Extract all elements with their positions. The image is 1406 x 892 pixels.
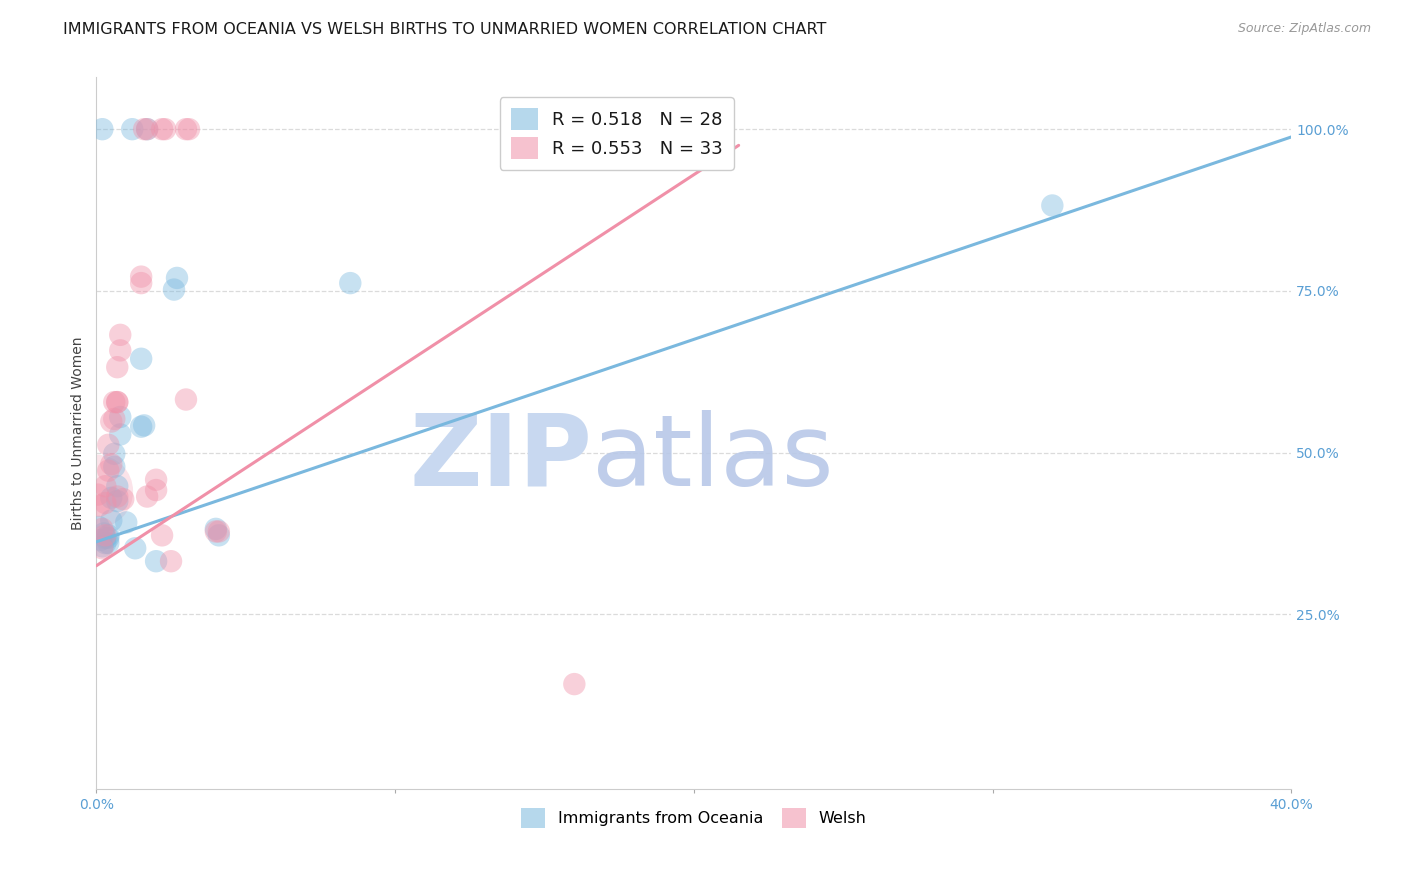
Point [100, 415, 122, 429]
Point [205, 522, 228, 536]
Point [124, 541, 146, 556]
Point [94, 528, 117, 542]
Point [145, 473, 167, 487]
Point [105, 494, 128, 508]
Legend: Immigrants from Oceania, Welsh: Immigrants from Oceania, Welsh [515, 802, 873, 834]
Point [205, 524, 228, 539]
Point [129, 276, 152, 290]
Point [112, 492, 135, 507]
Point [110, 427, 132, 442]
Point [115, 516, 138, 530]
Point [134, 122, 156, 136]
Point [94, 479, 117, 493]
Point [208, 528, 231, 542]
Point [110, 343, 132, 358]
Point [94, 531, 117, 545]
Point [136, 490, 159, 504]
Point [94, 536, 117, 550]
Point [87, 487, 110, 501]
Point [136, 122, 159, 136]
Point [100, 513, 122, 527]
Point [166, 271, 188, 285]
Point [163, 283, 186, 297]
Point [134, 418, 156, 433]
Point [129, 351, 152, 366]
Point [129, 419, 152, 434]
Point [103, 412, 125, 426]
Point [97, 464, 120, 478]
Point [129, 269, 152, 284]
Point [90, 533, 112, 547]
Point [145, 554, 167, 568]
Point [103, 459, 125, 474]
Point [97, 528, 120, 542]
Point [94, 496, 117, 510]
Point [87, 520, 110, 534]
Point [89, 499, 111, 513]
Text: IMMIGRANTS FROM OCEANIA VS WELSH BIRTHS TO UNMARRIED WOMEN CORRELATION CHART: IMMIGRANTS FROM OCEANIA VS WELSH BIRTHS … [63, 22, 827, 37]
Point [1040, 198, 1063, 212]
Point [91, 541, 114, 556]
Text: atlas: atlas [592, 409, 834, 507]
Point [91, 122, 114, 136]
Point [150, 122, 173, 136]
Point [174, 122, 197, 136]
Point [110, 327, 132, 342]
Point [91, 522, 114, 536]
Point [93, 526, 115, 541]
Text: ZIP: ZIP [409, 409, 592, 507]
Text: Source: ZipAtlas.com: Source: ZipAtlas.com [1237, 22, 1371, 36]
Point [105, 395, 128, 409]
Point [97, 531, 120, 545]
Point [105, 490, 128, 504]
Point [136, 122, 159, 136]
Point [97, 438, 120, 452]
Point [174, 392, 197, 407]
Point [110, 409, 132, 424]
Point [177, 122, 200, 136]
Point [103, 447, 125, 461]
Point [86, 484, 108, 499]
Point [208, 524, 231, 539]
Point [150, 528, 173, 542]
Point [145, 483, 167, 497]
Point [100, 457, 122, 471]
Point [160, 554, 183, 568]
Point [121, 122, 143, 136]
Point [105, 360, 128, 375]
Point [91, 539, 114, 553]
Point [339, 276, 361, 290]
Point [105, 395, 128, 409]
Point [105, 479, 128, 493]
Point [153, 122, 176, 136]
Point [103, 395, 125, 409]
Point [562, 677, 585, 691]
Point [100, 491, 122, 505]
Y-axis label: Births to Unmarried Women: Births to Unmarried Women [72, 336, 86, 530]
Point [97, 536, 120, 550]
